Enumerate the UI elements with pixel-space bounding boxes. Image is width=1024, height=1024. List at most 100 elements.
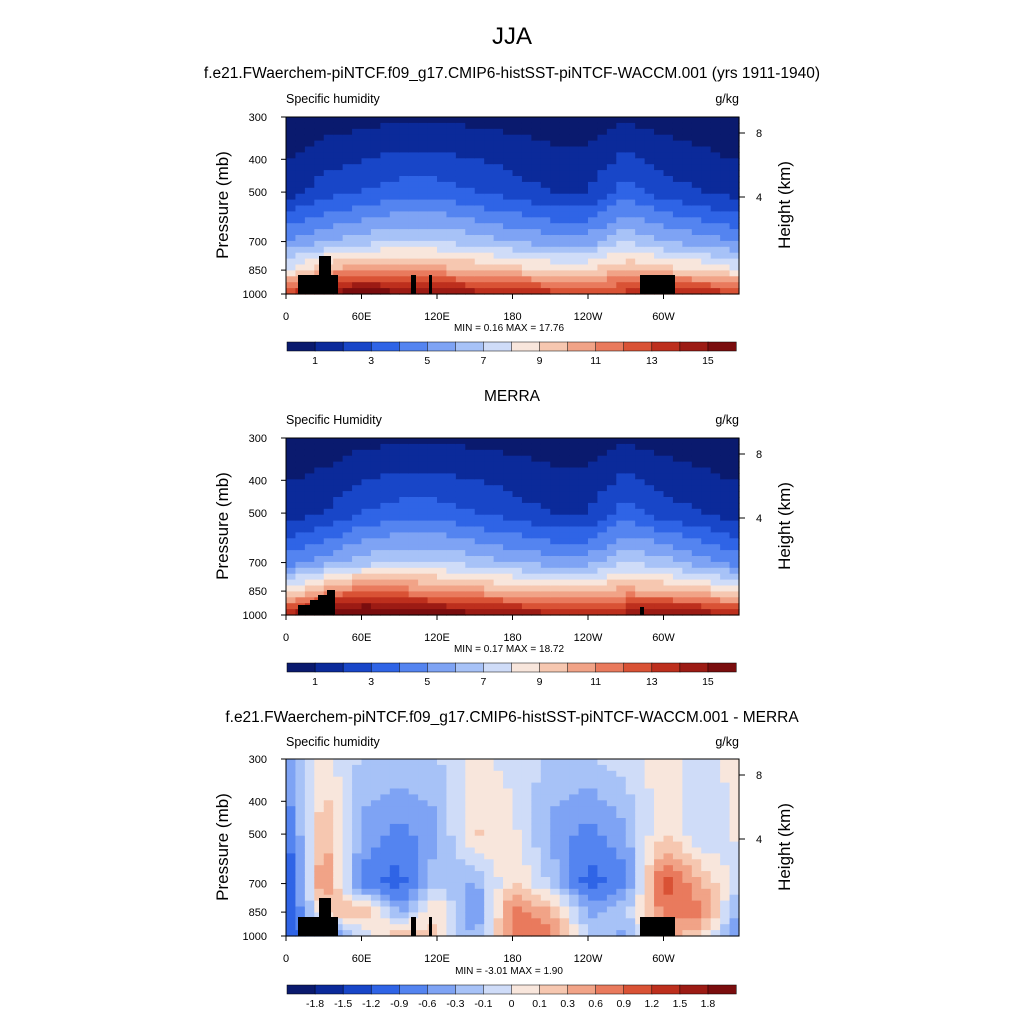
heatmap-cell xyxy=(512,258,523,266)
heatmap-cell xyxy=(361,217,372,224)
heatmap-cell xyxy=(314,573,325,581)
heatmap-cell xyxy=(427,591,438,598)
heatmap-cell xyxy=(446,134,457,142)
heatmap-cell xyxy=(710,556,721,563)
heatmap-cell xyxy=(644,882,655,890)
heatmap-cell xyxy=(333,800,344,807)
heatmap-cell xyxy=(352,853,363,860)
heatmap-cell xyxy=(361,894,372,902)
heatmap-cell xyxy=(408,128,419,136)
heatmap-cell xyxy=(616,288,627,295)
heatmap-cell xyxy=(352,181,363,189)
heatmap-cell xyxy=(380,924,391,931)
heatmap-cell xyxy=(342,585,353,592)
heatmap-cell xyxy=(427,823,438,831)
heatmap-cell xyxy=(606,193,617,201)
heatmap-cell xyxy=(304,199,315,207)
heatmap-cell xyxy=(352,871,363,878)
heatmap-cell xyxy=(672,117,683,124)
heatmap-cell xyxy=(370,900,381,908)
heatmap-cell xyxy=(578,282,589,289)
heatmap-cell xyxy=(352,199,363,207)
heatmap-cell xyxy=(540,152,551,159)
heatmap-cell xyxy=(720,122,731,130)
heatmap-cell xyxy=(389,759,400,766)
colorbar-label: 9 xyxy=(537,676,543,688)
heatmap-cell xyxy=(710,258,721,266)
heatmap-cell xyxy=(352,140,363,148)
heatmap-cell xyxy=(654,877,665,884)
heatmap-cell xyxy=(720,847,731,854)
heatmap-cell xyxy=(578,812,589,819)
heatmap-cell xyxy=(635,146,646,153)
heatmap-cell xyxy=(323,550,334,557)
heatmap-cell xyxy=(550,585,561,592)
heatmap-cell xyxy=(418,597,429,604)
heatmap-cell xyxy=(569,199,580,207)
heatmap-cell xyxy=(569,270,580,277)
heatmap-cell xyxy=(559,829,570,837)
heatmap-cell xyxy=(408,912,419,919)
heatmap-cell xyxy=(720,888,731,896)
heatmap-cell xyxy=(493,128,504,136)
heatmap-cell xyxy=(663,823,674,831)
heatmap-cell xyxy=(616,217,627,224)
heatmap-cell xyxy=(484,550,495,557)
heatmap-cell xyxy=(616,788,627,795)
heatmap-cell xyxy=(588,603,599,610)
heatmap-cell xyxy=(455,467,466,474)
heatmap-cell xyxy=(484,794,495,801)
heatmap-cell xyxy=(295,812,306,819)
heatmap-cell xyxy=(710,134,721,142)
heatmap-cell xyxy=(512,117,523,124)
heatmap-cell xyxy=(616,859,627,866)
heatmap-cell xyxy=(606,912,617,919)
heatmap-cell xyxy=(493,877,504,884)
heatmap-cell xyxy=(672,794,683,801)
heatmap-cell xyxy=(446,467,457,474)
heatmap-cell xyxy=(672,930,683,937)
heatmap-cell xyxy=(389,246,400,254)
heatmap-cell xyxy=(427,258,438,266)
heatmap-cell xyxy=(437,211,448,218)
heatmap-cell xyxy=(720,806,731,813)
heatmap-cell xyxy=(616,205,627,212)
heatmap-cell xyxy=(484,556,495,563)
heatmap-cell xyxy=(361,479,372,486)
heatmap-cell xyxy=(484,526,495,533)
heatmap-cell xyxy=(389,152,400,159)
heatmap-cell xyxy=(691,205,702,212)
heatmap-cell xyxy=(644,205,655,212)
heatmap-cell xyxy=(455,205,466,212)
heatmap-cell xyxy=(606,894,617,902)
heatmap-cell xyxy=(295,900,306,908)
heatmap-cell xyxy=(654,550,665,557)
heatmap-cell xyxy=(512,877,523,884)
heatmap-cell xyxy=(399,556,410,563)
heatmap-cell xyxy=(503,467,514,474)
heatmap-cell xyxy=(729,252,740,260)
heatmap-cell xyxy=(512,865,523,872)
heatmap-cell xyxy=(625,888,636,896)
heatmap-cell xyxy=(370,894,381,902)
heatmap-cell xyxy=(710,806,721,813)
heatmap-cell xyxy=(654,829,665,837)
heatmap-cell xyxy=(286,467,297,474)
heatmap-cell xyxy=(710,794,721,801)
heatmap-cell xyxy=(484,211,495,218)
heatmap-cell xyxy=(418,264,429,271)
heatmap-cell xyxy=(427,782,438,790)
heatmap-cell xyxy=(474,491,485,498)
heatmap-cell xyxy=(446,894,457,902)
heatmap-cell xyxy=(493,229,504,236)
heatmap-cell xyxy=(578,122,589,130)
heatmap-cell xyxy=(531,930,542,937)
heatmap-cell xyxy=(550,176,561,183)
heatmap-cell xyxy=(729,603,740,610)
heatmap-cell xyxy=(720,288,731,295)
heatmap-cell xyxy=(663,591,674,598)
heatmap-cell xyxy=(389,438,400,445)
heatmap-cell xyxy=(361,591,372,598)
heatmap-cell xyxy=(380,585,391,592)
